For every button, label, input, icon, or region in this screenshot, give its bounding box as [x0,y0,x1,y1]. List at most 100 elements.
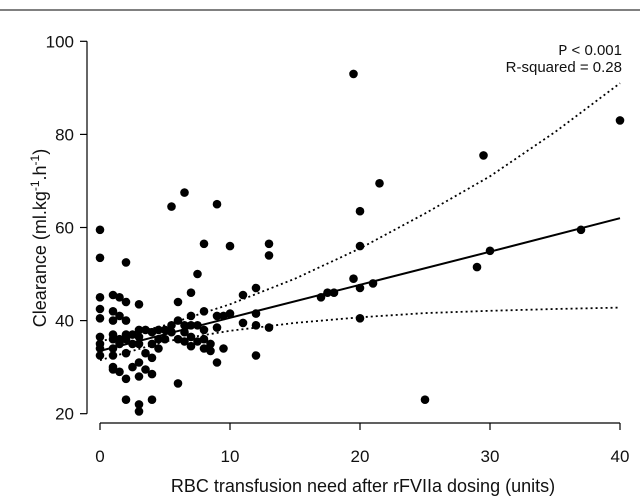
data-point [238,318,248,328]
data-point [212,199,222,209]
data-point [193,321,202,330]
data-point [180,188,189,197]
x-tick-label: 20 [351,447,370,466]
axes: 20 40 60 80 100 0 10 20 30 40 [46,32,630,466]
data-point [355,283,365,293]
y-tick-label: 100 [46,32,74,51]
data-point [212,323,222,332]
data-point [108,351,118,360]
data-point [212,311,222,321]
data-point [199,307,209,316]
data-point [95,253,105,263]
data-point [154,334,163,344]
data-point [95,225,105,235]
data-point [349,274,358,284]
data-point [180,337,189,346]
data-point [323,288,332,298]
data-point [349,69,358,79]
data-point [186,332,196,342]
data-point [134,339,144,349]
data-point [141,365,150,374]
data-point [199,334,209,344]
data-point [186,341,196,351]
data-point [219,344,228,353]
data-point [121,334,131,344]
data-point [485,246,495,256]
data-point [472,262,482,272]
x-tick-label: 10 [221,447,240,466]
data-point [134,400,144,409]
r-squared-annotation: R-squared = 0.28 [506,59,622,76]
data-point [173,316,183,325]
data-point [368,279,378,288]
data-point [141,325,150,335]
data-points [95,69,625,416]
data-point [199,325,209,335]
data-point [115,293,124,302]
data-point [479,151,488,160]
data-point [134,325,144,335]
data-point [199,239,209,249]
data-point [193,269,202,279]
data-point [167,327,176,337]
data-point [141,348,150,358]
data-point [95,351,105,360]
data-point [147,339,157,349]
data-point [154,325,163,335]
data-point [121,395,131,405]
data-point [147,353,157,363]
data-point [160,334,170,344]
y-tick-label: 80 [55,125,74,144]
y-axis-title: Clearance (ml.kg-1.h-1) [28,149,50,327]
data-point [128,330,137,339]
y-tick-label: 60 [55,219,74,238]
data-point [95,344,105,353]
data-point [167,202,176,211]
data-point [329,288,339,298]
data-point [95,332,105,342]
data-point [134,332,144,342]
p-value-annotation: P < 0.001 [558,42,622,60]
x-tick-label: 40 [611,447,630,466]
x-axis-title: RBC transfusion need after rFVIIa dosing… [171,476,555,496]
data-point [199,344,209,353]
data-point [193,337,202,346]
data-point [173,379,183,388]
data-point [251,283,261,293]
data-point [251,351,261,360]
data-point [355,241,365,251]
data-point [212,358,222,367]
data-point [108,365,118,374]
x-tick-label: 0 [95,447,104,466]
data-point [147,369,157,379]
data-point [206,346,215,356]
data-point [121,348,131,358]
data-point [128,362,137,372]
data-point [121,258,131,267]
data-point [115,311,124,321]
data-point [108,307,118,316]
data-point [355,206,365,216]
data-point [173,297,183,307]
data-point [121,297,131,307]
data-point [251,309,261,318]
data-point [355,314,365,323]
data-point [615,116,625,125]
data-point [186,321,196,330]
data-point [147,327,157,337]
data-point [134,358,144,367]
y-tick-label: 20 [55,405,74,424]
data-point [160,325,170,335]
data-point [316,293,326,302]
data-point [121,374,131,384]
data-point [225,241,235,251]
data-point [95,304,105,314]
data-point [219,311,228,321]
data-point [115,339,124,349]
data-point [95,293,105,302]
data-point [154,344,163,353]
data-point [167,321,176,330]
data-point [225,309,235,318]
